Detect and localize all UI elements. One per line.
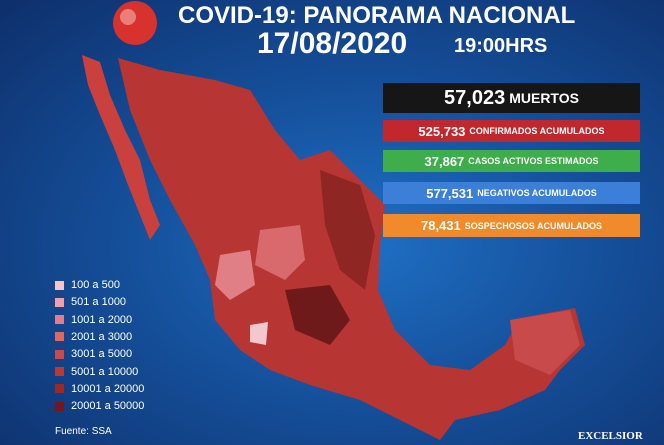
stat-box: 37,867 CASOS ACTIVOS ESTIMADOS [383, 150, 640, 172]
legend-label: 2001 a 3000 [71, 330, 133, 343]
stat-label: CASOS ACTIVOS ESTIMADOS [468, 156, 599, 166]
stat-number: 78,431 [421, 218, 461, 233]
legend-label: 3001 a 5000 [71, 348, 133, 361]
state [285, 285, 350, 345]
legend-swatch [55, 315, 64, 325]
source: Fuente: SSA [55, 426, 112, 437]
state [255, 225, 305, 280]
legend-label: 5001 a 10000 [71, 365, 139, 378]
legend-item: 3001 a 5000 [55, 348, 132, 360]
legend-item: 5001 a 10000 [55, 366, 138, 378]
legend-item: 1001 a 2000 [55, 314, 132, 326]
stat-label: SOSPECHOSOS ACUMULADOS [464, 220, 602, 231]
stat-number: 577,531 [426, 185, 474, 201]
title: COVID-19: PANORAMA NACIONAL [178, 2, 576, 29]
brand: EXCELSIOR [578, 430, 643, 442]
state [250, 322, 268, 345]
stat-box: 525,733 CONFIRMADOS ACUMULADOS [383, 120, 640, 142]
stat-box: 577,531 NEGATIVOS ACUMULADOS [383, 182, 640, 204]
legend-label: 20001 a 50000 [71, 400, 145, 413]
legend-swatch [55, 401, 64, 411]
globe-icon [113, 1, 157, 45]
legend-label: 501 a 1000 [71, 296, 127, 309]
state [510, 310, 580, 375]
stat-label: MUERTOS [509, 90, 579, 106]
stat-box: 78,431 SOSPECHOSOS ACUMULADOS [383, 214, 640, 237]
legend-label: 100 a 500 [71, 279, 120, 291]
legend-item: 100 a 500 [55, 279, 120, 291]
time: 19:00HRS [454, 35, 548, 57]
legend-swatch [55, 297, 64, 307]
legend-item: 20001 a 50000 [55, 400, 144, 412]
stat-label: CONFIRMADOS ACUMULADOS [469, 126, 605, 136]
state [215, 250, 255, 300]
stat-number: 525,733 [418, 123, 466, 139]
globe-highlight [120, 9, 136, 25]
legend-swatch [55, 280, 64, 290]
stat-number: 37,867 [424, 153, 465, 169]
state [320, 170, 375, 290]
stat-number: 57,023 [444, 86, 506, 109]
legend-swatch [55, 349, 64, 359]
stat-box: 57,023 MUERTOS [383, 83, 640, 113]
legend-swatch [55, 332, 64, 342]
legend-label: 10001 a 20000 [71, 382, 145, 395]
baja-california [82, 55, 160, 240]
stat-label: NEGATIVOS ACUMULADOS [477, 188, 597, 198]
date: 17/08/2020 [257, 27, 408, 60]
legend-item: 2001 a 3000 [55, 331, 132, 343]
legend-swatch [55, 384, 64, 394]
legend-item: 10001 a 20000 [55, 383, 144, 395]
legend-item: 501 a 1000 [55, 296, 126, 308]
legend-label: 1001 a 2000 [71, 313, 133, 326]
legend-swatch [55, 367, 64, 376]
